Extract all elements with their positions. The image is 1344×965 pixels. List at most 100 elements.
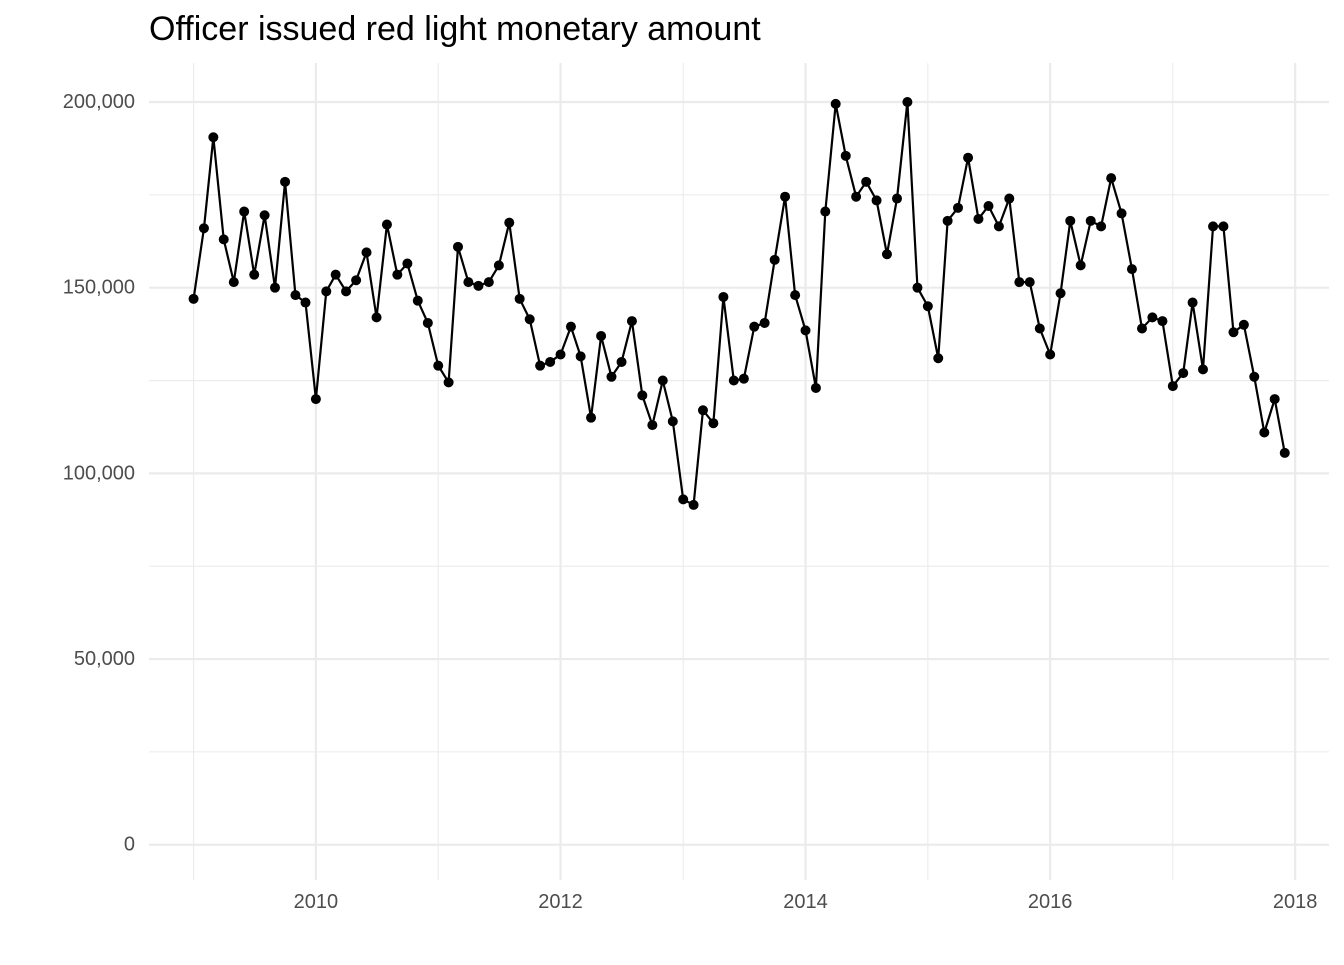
x-tick-label: 2010 [294, 891, 339, 913]
x-tick-label: 2014 [783, 891, 828, 913]
data-point [565, 321, 576, 332]
data-point [1136, 323, 1147, 334]
series-line [192, 100, 1286, 507]
y-tick-label: 0 [124, 834, 135, 856]
data-point [310, 394, 321, 405]
data-point [555, 349, 566, 360]
data-point [780, 191, 791, 202]
data-point [351, 275, 362, 286]
data-point [1178, 368, 1189, 379]
data-point [810, 382, 821, 393]
data-point [249, 269, 260, 280]
data-point [1259, 427, 1270, 438]
data-point [586, 412, 597, 423]
data-point [514, 293, 525, 304]
data-point [637, 390, 648, 401]
data-point [1249, 371, 1260, 382]
data-point [606, 371, 617, 382]
data-point [1228, 327, 1239, 338]
data-point [341, 286, 352, 297]
data-point [1197, 364, 1208, 375]
data-point [678, 494, 689, 505]
data-point [953, 202, 964, 213]
data-point [1269, 394, 1280, 405]
data-point [381, 219, 392, 230]
data-point [1147, 312, 1158, 323]
data-point [1208, 221, 1219, 232]
x-tick-label: 2012 [538, 891, 583, 913]
data-point [1004, 193, 1015, 204]
data-point [371, 312, 382, 323]
data-point [902, 96, 913, 107]
data-point [545, 356, 556, 367]
data-point [1116, 208, 1127, 219]
data-point [330, 269, 341, 280]
data-point [749, 321, 760, 332]
data-point [218, 234, 229, 245]
y-axis: 0 50,000 100,000 150,000 200,000 [63, 91, 135, 856]
data-point [1024, 277, 1035, 288]
data-point [718, 291, 729, 302]
data-point [483, 277, 494, 288]
x-tick-label: 2018 [1273, 891, 1318, 913]
data-point [524, 314, 535, 325]
data-point [392, 269, 403, 280]
data-point [993, 221, 1004, 232]
data-point [433, 360, 444, 371]
series-group [188, 96, 1290, 510]
data-point [208, 132, 219, 143]
data-point [1065, 215, 1076, 226]
data-point [198, 223, 209, 234]
x-tick-label: 2016 [1028, 891, 1073, 913]
data-point [922, 301, 933, 312]
data-point [1187, 297, 1198, 308]
data-point [1034, 323, 1045, 334]
chart-title: Officer issued red light monetary amount [149, 10, 761, 48]
data-point [647, 420, 658, 431]
data-point [820, 206, 831, 217]
data-point [452, 241, 463, 252]
data-point [493, 260, 504, 271]
y-tick-label: 150,000 [63, 277, 135, 299]
data-point [596, 330, 607, 341]
data-point [228, 277, 239, 288]
data-point [688, 499, 699, 510]
data-point [443, 377, 454, 388]
x-axis: 2010 2012 2014 2016 2018 [294, 891, 1318, 913]
data-point [657, 375, 668, 386]
data-point [422, 317, 433, 328]
data-point [188, 293, 199, 304]
data-point [270, 282, 281, 293]
data-point [697, 405, 708, 416]
data-point [861, 176, 872, 187]
grid [149, 63, 1329, 880]
data-point [800, 325, 811, 336]
data-point [892, 193, 903, 204]
data-point [738, 373, 749, 384]
data-point [1055, 288, 1066, 299]
data-point [1218, 221, 1229, 232]
data-point [1096, 221, 1107, 232]
data-point [790, 290, 801, 301]
data-point [239, 206, 250, 217]
data-point [933, 353, 944, 364]
data-point [575, 351, 586, 362]
data-point [728, 375, 739, 386]
data-point [1045, 349, 1056, 360]
data-point [769, 254, 780, 265]
data-point [963, 152, 974, 163]
data-point [1279, 447, 1290, 458]
data-point [321, 286, 332, 297]
data-point [973, 213, 984, 224]
data-point [912, 282, 923, 293]
data-point [280, 176, 291, 187]
data-point [1075, 260, 1086, 271]
data-point [259, 210, 270, 221]
data-point [361, 247, 372, 258]
data-point [1106, 173, 1117, 184]
data-point [412, 295, 423, 306]
data-point [473, 280, 484, 291]
data-point [463, 277, 474, 288]
data-point [616, 356, 627, 367]
